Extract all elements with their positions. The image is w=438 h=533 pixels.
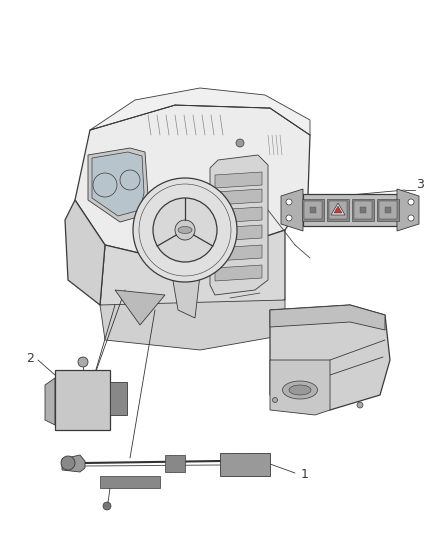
Polygon shape: [354, 201, 372, 219]
Polygon shape: [303, 194, 397, 226]
Polygon shape: [75, 105, 310, 258]
Polygon shape: [215, 207, 262, 223]
Polygon shape: [331, 203, 345, 215]
Polygon shape: [281, 189, 303, 231]
Polygon shape: [270, 305, 390, 410]
Circle shape: [357, 402, 363, 408]
Circle shape: [272, 398, 278, 402]
Polygon shape: [172, 275, 200, 318]
Polygon shape: [215, 225, 262, 241]
Polygon shape: [210, 155, 268, 295]
Polygon shape: [100, 230, 285, 318]
Polygon shape: [45, 378, 55, 425]
Circle shape: [61, 456, 75, 470]
Polygon shape: [215, 245, 262, 261]
Circle shape: [286, 215, 292, 221]
Polygon shape: [90, 88, 310, 135]
Ellipse shape: [178, 227, 192, 233]
Polygon shape: [304, 201, 322, 219]
Circle shape: [153, 198, 217, 262]
Polygon shape: [100, 476, 160, 488]
Polygon shape: [55, 370, 110, 430]
Polygon shape: [334, 206, 342, 213]
Polygon shape: [215, 189, 262, 205]
Polygon shape: [379, 201, 397, 219]
Polygon shape: [65, 200, 105, 305]
Circle shape: [78, 357, 88, 367]
Polygon shape: [88, 148, 148, 222]
Polygon shape: [215, 172, 262, 188]
Circle shape: [133, 178, 237, 282]
Polygon shape: [220, 453, 270, 476]
Polygon shape: [302, 199, 324, 221]
Polygon shape: [100, 300, 285, 350]
Circle shape: [103, 502, 111, 510]
Ellipse shape: [283, 381, 318, 399]
Polygon shape: [352, 199, 374, 221]
Polygon shape: [165, 455, 185, 472]
Text: 2: 2: [26, 351, 34, 365]
Polygon shape: [62, 455, 85, 472]
Polygon shape: [270, 305, 385, 330]
Polygon shape: [215, 265, 262, 281]
Text: 1: 1: [301, 469, 309, 481]
Circle shape: [175, 220, 195, 240]
Polygon shape: [92, 152, 144, 216]
Circle shape: [408, 199, 414, 205]
Polygon shape: [329, 201, 347, 219]
Ellipse shape: [289, 385, 311, 395]
Polygon shape: [270, 360, 330, 415]
Text: 3: 3: [416, 179, 424, 191]
Circle shape: [236, 139, 244, 147]
Polygon shape: [377, 199, 399, 221]
Polygon shape: [327, 199, 349, 221]
Polygon shape: [110, 382, 127, 415]
Polygon shape: [397, 189, 419, 231]
Circle shape: [286, 199, 292, 205]
Polygon shape: [115, 290, 165, 325]
Circle shape: [408, 215, 414, 221]
